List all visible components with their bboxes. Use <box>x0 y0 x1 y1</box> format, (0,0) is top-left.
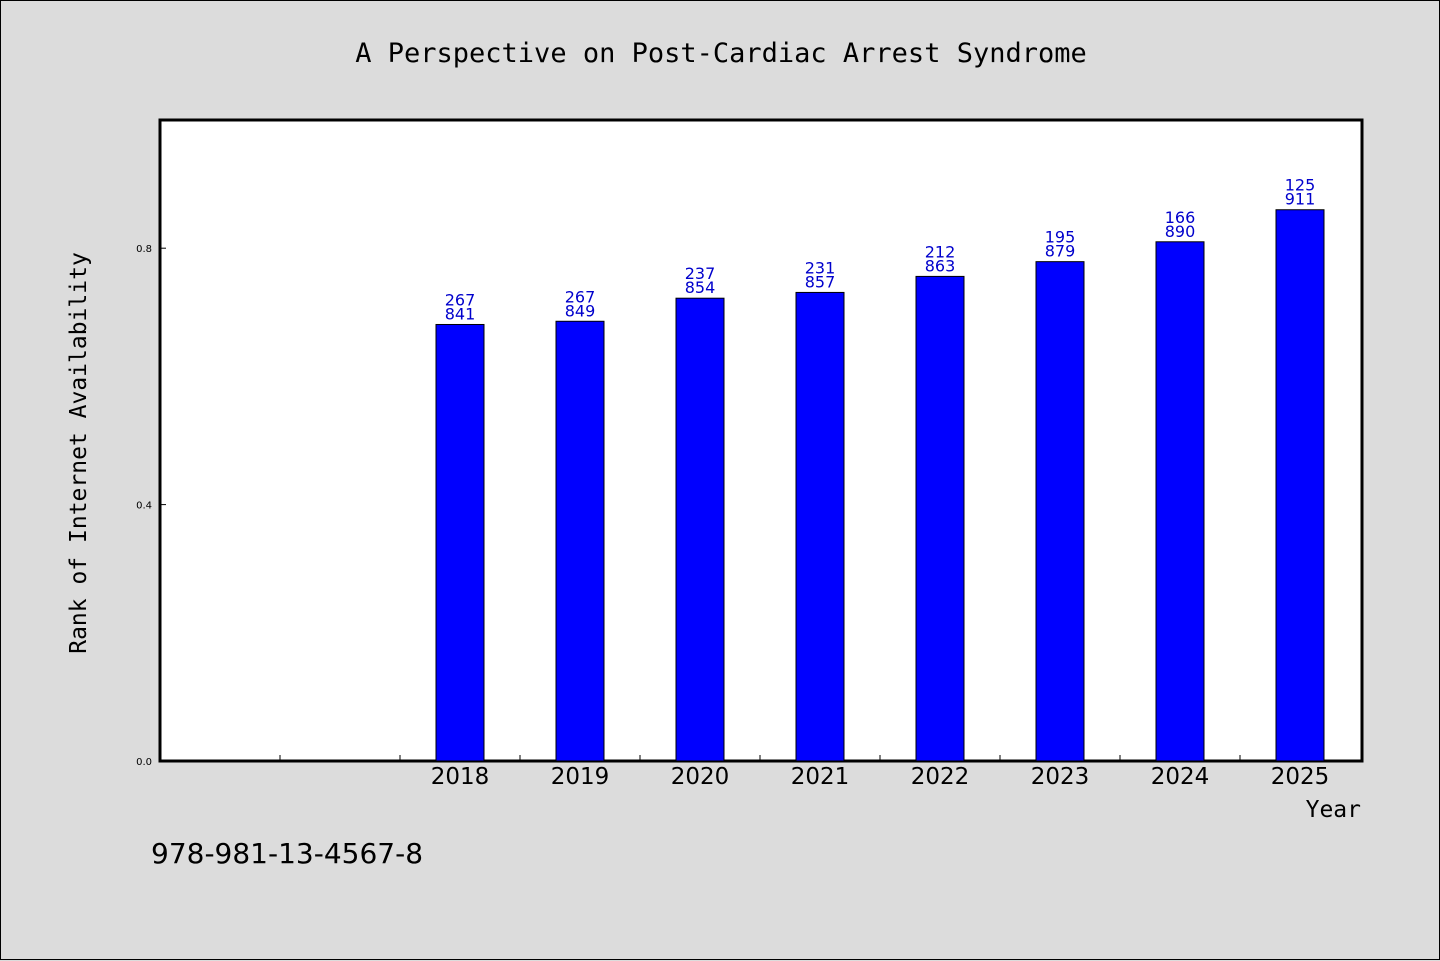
bar-label-bottom: 854 <box>685 278 716 297</box>
bar-label-bottom: 841 <box>445 304 476 323</box>
bar-label-bottom: 849 <box>565 301 596 320</box>
bar-2024 <box>1155 241 1205 762</box>
bar-label-bottom: 857 <box>805 272 836 291</box>
x-tick-label: 2020 <box>671 764 730 790</box>
y-ticks-layer: 0.0 0.4 0.8 <box>136 244 166 768</box>
y-tick-label: 0.0 <box>136 757 152 768</box>
bar-label-top: 267 <box>445 290 476 309</box>
bar-label-top: 125 <box>1285 176 1316 195</box>
bar-label-top: 195 <box>1045 228 1076 247</box>
x-tick-label: 2022 <box>911 764 970 790</box>
bar-label-top: 267 <box>565 287 596 306</box>
bar-2020 <box>675 297 725 762</box>
x-tick-label: 2019 <box>551 764 610 790</box>
bar-label-bottom: 911 <box>1285 190 1316 209</box>
x-ticks-layer: 2018 2019 2020 2021 2022 2023 2024 2025 <box>279 755 1330 790</box>
bar-label-top: 237 <box>685 264 716 283</box>
bar-2025 <box>1275 209 1325 762</box>
bar-label-bottom: 863 <box>925 256 956 275</box>
bar-label-top: 212 <box>925 242 956 261</box>
bar-label-top: 166 <box>1165 208 1196 227</box>
isbn-text: 978-981-13-4567-8 <box>151 837 423 870</box>
x-tick-label: 2023 <box>1031 764 1090 790</box>
x-tick-label: 2018 <box>431 764 490 790</box>
x-tick-label: 2021 <box>791 764 850 790</box>
x-axis-label: Year <box>1306 797 1361 823</box>
chart-title: A Perspective on Post-Cardiac Arrest Syn… <box>355 38 1087 69</box>
y-tick-label: 0.4 <box>136 501 152 512</box>
bar-2023 <box>1035 261 1085 762</box>
bar-label-top: 231 <box>805 258 836 277</box>
bars-layer: 2678412678492378542318572128631958791668… <box>435 176 1325 762</box>
x-tick-label: 2024 <box>1151 764 1210 790</box>
bar-2021 <box>795 291 845 762</box>
bar-label-bottom: 879 <box>1045 242 1076 261</box>
bar-label-bottom: 890 <box>1165 222 1196 241</box>
bar-2022 <box>915 275 965 762</box>
bar-2018 <box>435 323 485 762</box>
y-tick-label: 0.8 <box>136 244 152 255</box>
x-tick-label: 2025 <box>1271 764 1330 790</box>
y-axis-label: Rank of Internet Availability <box>66 252 92 654</box>
bar-2019 <box>555 320 605 762</box>
